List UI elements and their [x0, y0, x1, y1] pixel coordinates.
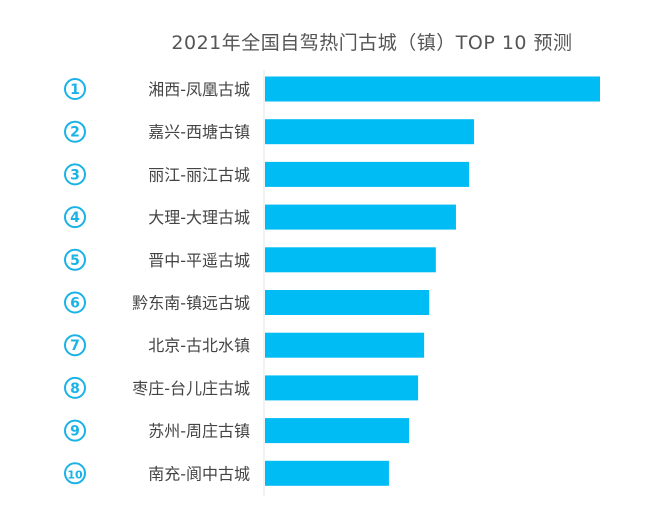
bar [265, 119, 475, 145]
rank-number: 8 [70, 381, 80, 397]
rank-circle-icon [64, 291, 86, 314]
bar [265, 204, 456, 230]
rank-circle-icon [64, 376, 86, 399]
rank-circle-icon [64, 78, 86, 100]
category-label: 丽江-丽江古城 [148, 165, 250, 184]
rank-circle-icon [64, 206, 86, 229]
rank-number: 1 [70, 82, 80, 98]
category-label: 黔东南-镇远古城 [132, 294, 250, 313]
rank-circle-icon [64, 163, 86, 186]
category-label: 大理-大理古城 [148, 208, 250, 227]
category-label: 苏州-周庄古镇 [148, 422, 250, 441]
category-label: 枣庄-台儿庄古城 [132, 379, 250, 398]
bar [265, 332, 425, 358]
rank-circle-icon [64, 120, 86, 143]
category-label: 嘉兴-西塘古镇 [148, 123, 250, 142]
rank-number: 7 [70, 338, 80, 354]
rank-number: 5 [70, 253, 80, 269]
rank-number: 6 [70, 296, 80, 312]
rank-circle-icon [64, 419, 86, 442]
bar [265, 460, 389, 486]
bar [265, 76, 600, 102]
bar [265, 418, 410, 444]
rank-circle-icon [64, 334, 86, 357]
category-label: 北京-古北水镇 [148, 336, 250, 355]
category-label: 湘西-凤凰古城 [148, 80, 250, 99]
chart-title: 2021年全国自驾热门古城（镇）TOP 10 预测 [171, 32, 573, 54]
rank-number: 3 [70, 167, 80, 183]
rank-number: 9 [70, 424, 80, 440]
bar [265, 290, 430, 315]
rank-number: 10 [67, 468, 83, 481]
bar [265, 375, 419, 401]
rank-number: 4 [70, 210, 80, 226]
bar [265, 247, 436, 273]
bar [265, 161, 470, 187]
rank-circle-icon [64, 462, 86, 485]
rank-number: 2 [70, 125, 80, 141]
category-label: 南充-阆中古城 [148, 464, 250, 483]
rank-circle-icon [64, 248, 86, 271]
category-label: 晋中-平遥古城 [148, 251, 250, 270]
